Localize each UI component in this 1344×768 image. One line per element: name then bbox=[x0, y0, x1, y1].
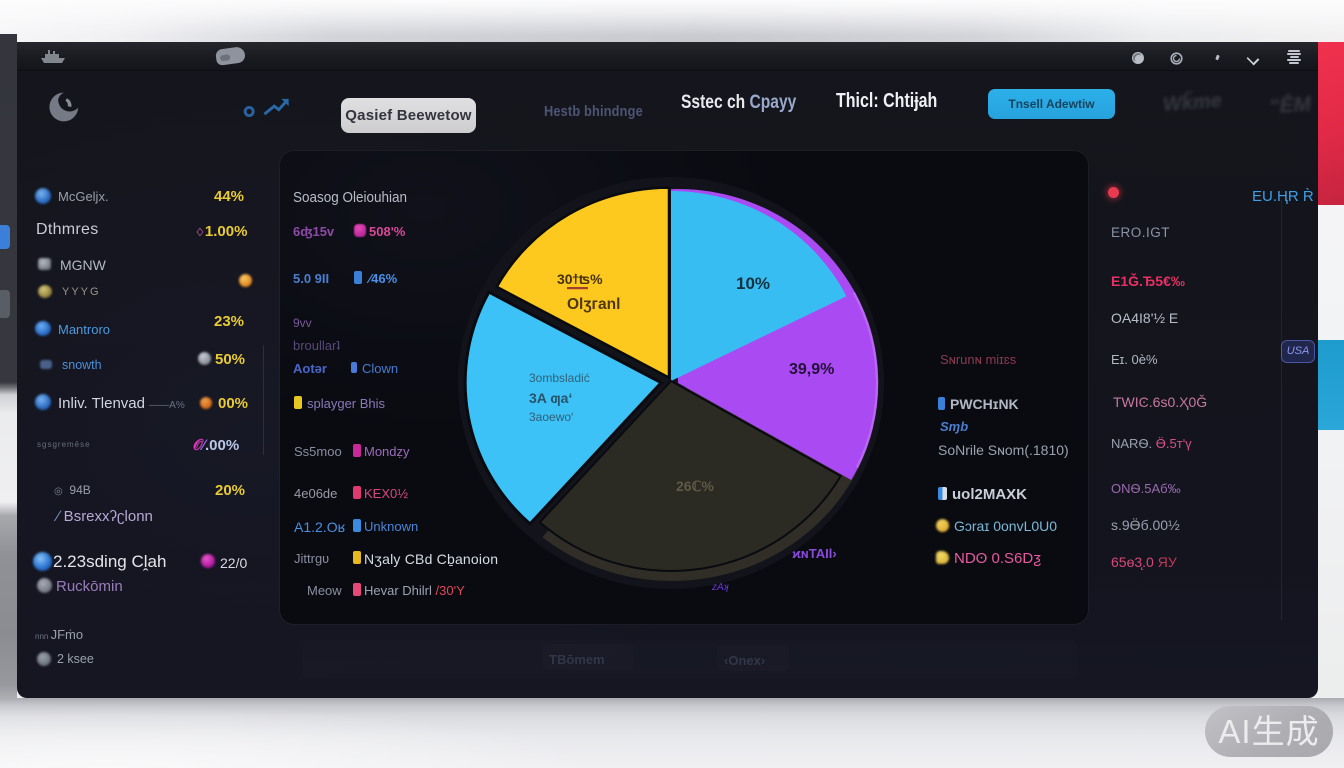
svg-text:3A ƣaʻ: 3A ƣaʻ bbox=[529, 390, 572, 406]
svg-text:30ϯʦ%: 30ϯʦ% bbox=[557, 271, 603, 287]
svg-text:10%: 10% bbox=[736, 274, 770, 293]
svg-text:Оlʒгanl: Оlʒгanl bbox=[567, 296, 620, 313]
svg-text:3ombsladić: 3ombsladić bbox=[529, 371, 590, 385]
svg-text:39,9%: 39,9% bbox=[789, 361, 834, 378]
svg-text:3aoeᴡoʹ: 3aoeᴡoʹ bbox=[529, 410, 573, 424]
svg-text:26ℂ%: 26ℂ% bbox=[676, 478, 714, 494]
